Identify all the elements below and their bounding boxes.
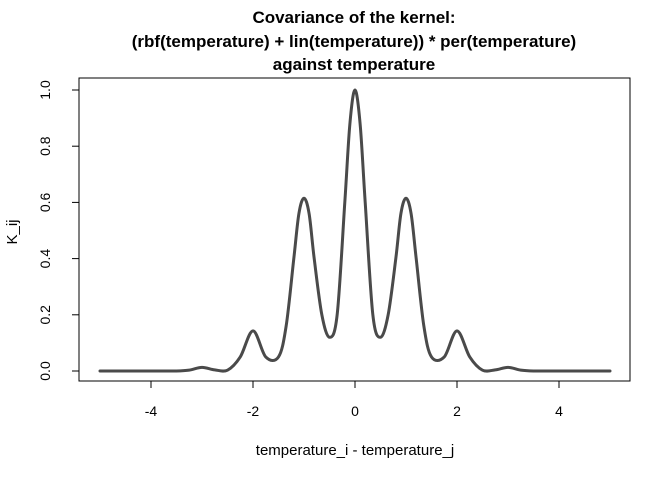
y-tick-label: 0.0 — [37, 361, 53, 381]
y-tick-label: 0.4 — [37, 249, 53, 269]
x-tick-label: -2 — [247, 403, 260, 419]
plot-frame — [78, 77, 631, 382]
y-axis: 0.0 0.2 0.4 0.6 0.8 1.0 — [37, 80, 80, 381]
series-group — [98, 88, 612, 373]
y-tick-label: 0.6 — [37, 192, 53, 212]
y-axis-label: K_ij — [4, 219, 21, 244]
chart-title-line-3: against temperature — [273, 55, 436, 74]
x-tick-label: 2 — [453, 403, 461, 419]
x-tick-label: -4 — [145, 403, 158, 419]
y-tick-label: 0.2 — [37, 305, 53, 325]
x-tick-label: 4 — [555, 403, 563, 419]
y-tick-label: 0.8 — [37, 136, 53, 156]
chart-title: Covariance of the kernel: (rbf(temperatu… — [132, 8, 576, 74]
y-tick-label: 1.0 — [37, 80, 53, 100]
chart-title-line-2: (rbf(temperature) + lin(temperature)) * … — [132, 32, 576, 51]
x-axis-label: temperature_i - temperature_j — [256, 442, 454, 459]
chart-title-line-1: Covariance of the kernel: — [252, 8, 455, 27]
x-axis: -4 -2 0 2 4 — [145, 380, 563, 419]
covariance-series-line — [98, 88, 612, 373]
x-tick-label: 0 — [351, 403, 359, 419]
